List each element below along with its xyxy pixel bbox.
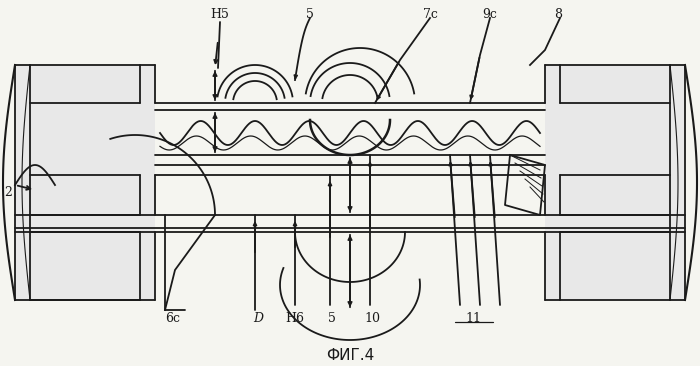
Text: ФИГ.4: ФИГ.4	[326, 347, 374, 362]
Text: H6: H6	[286, 311, 304, 325]
Text: 6c: 6c	[165, 311, 180, 325]
Text: H5: H5	[211, 7, 230, 20]
Text: 8: 8	[554, 7, 562, 20]
Text: 5: 5	[306, 7, 314, 20]
Bar	[545, 65, 685, 300]
Text: 7c: 7c	[423, 7, 438, 20]
Text: 11: 11	[465, 311, 481, 325]
Text: 5: 5	[328, 311, 336, 325]
Text: 10: 10	[364, 311, 380, 325]
Text: 9c: 9c	[482, 7, 498, 20]
Text: D: D	[253, 311, 263, 325]
Bar	[15, 65, 155, 300]
Text: 2: 2	[4, 186, 12, 198]
